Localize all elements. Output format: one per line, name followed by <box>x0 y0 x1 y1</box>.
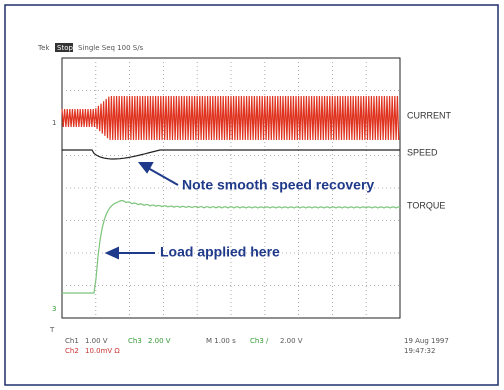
figure: Tek Stop Single Seq 100 S/s T 1 3 CURREN… <box>0 0 504 390</box>
annotation: Load applied here <box>160 244 280 260</box>
mode: Stop <box>57 44 73 52</box>
trace-label: SPEED <box>407 147 438 157</box>
ch1-marker: 1 <box>52 119 56 127</box>
readout: 1.00 V <box>85 337 108 345</box>
trace-label: CURRENT <box>407 110 452 120</box>
ch3-marker: 3 <box>52 305 56 313</box>
acquisition: Single Seq 100 S/s <box>78 44 144 52</box>
readout: Ch3 ∕ <box>250 337 269 345</box>
readout: Ch3 <box>128 337 142 345</box>
readout: 19:47:32 <box>404 347 435 355</box>
readout: 19 Aug 1997 <box>404 337 449 345</box>
readout: M 1.00 s <box>206 337 236 345</box>
trigger-marker: T <box>49 326 55 334</box>
readout: 2.00 V <box>280 337 303 345</box>
readout: 10.0mV Ω <box>85 347 120 355</box>
trace-label: TORQUE <box>407 200 445 210</box>
annotation: Note smooth speed recovery <box>182 177 374 193</box>
brand: Tek <box>37 44 50 52</box>
readout: Ch1 <box>65 337 79 345</box>
readout: Ch2 <box>65 347 79 355</box>
page: Tek Stop Single Seq 100 S/s T 1 3 CURREN… <box>0 0 504 390</box>
readout: 2.00 V <box>148 337 171 345</box>
